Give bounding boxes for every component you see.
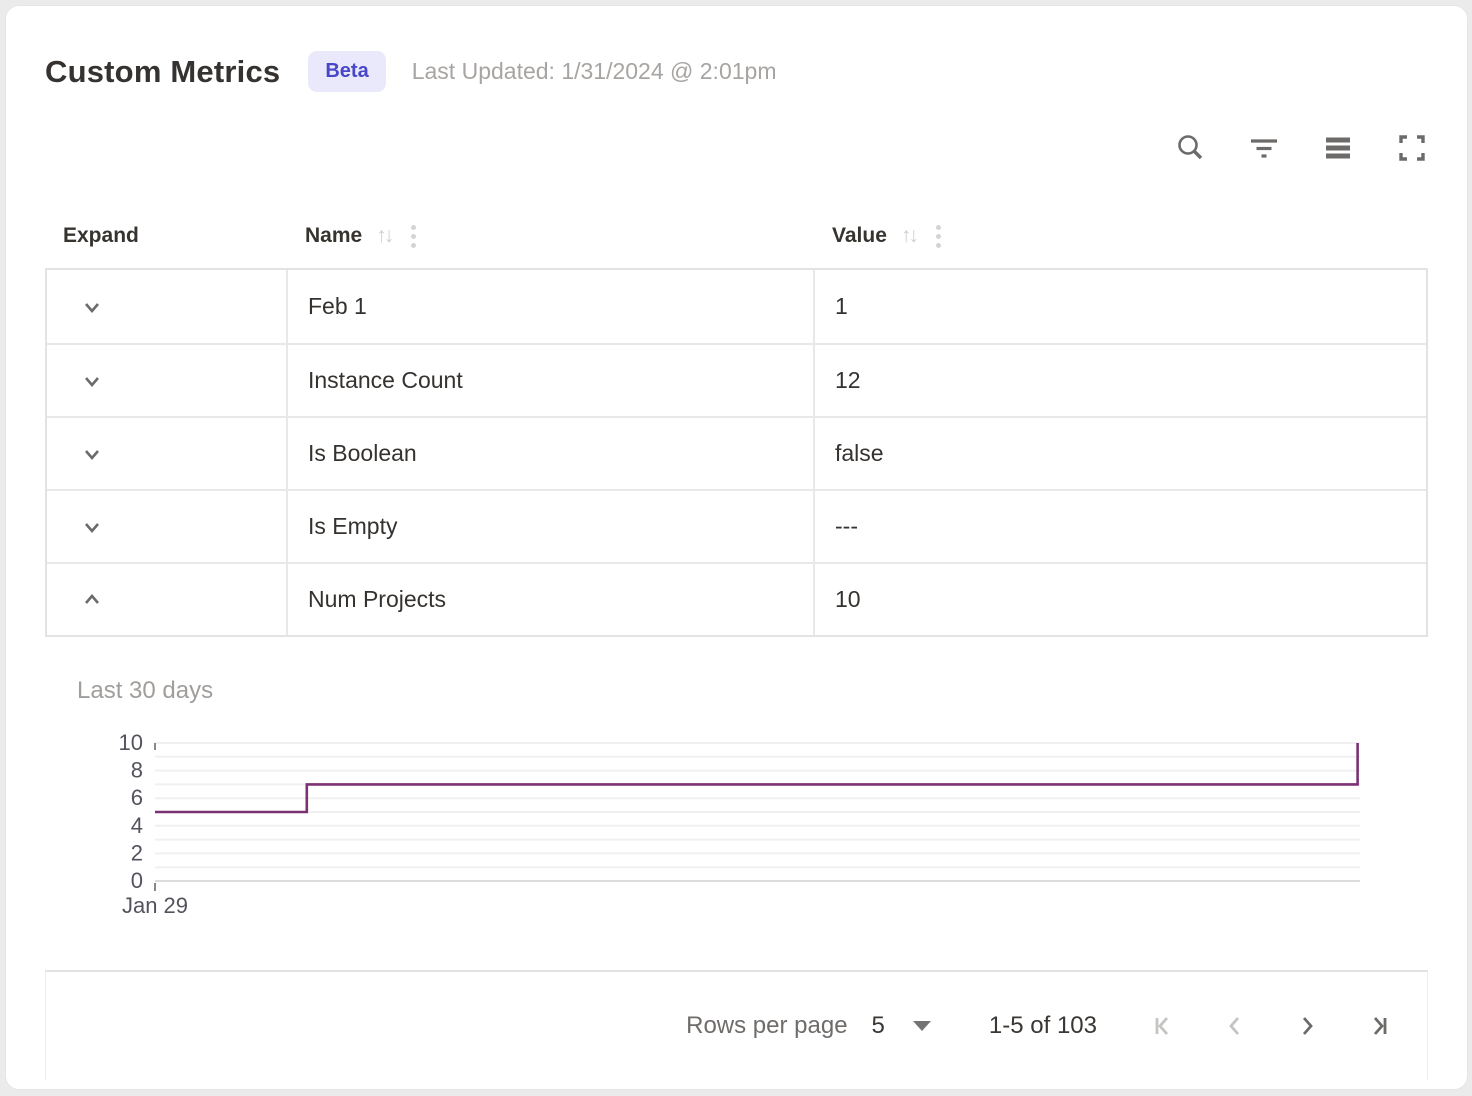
metric-name: Is Empty [286,491,813,562]
collapse-chevron-icon[interactable] [77,585,107,615]
expand-chevron-icon[interactable] [77,292,107,322]
column-menu-icon[interactable] [935,224,941,248]
expand-chevron-icon[interactable] [77,512,107,542]
metric-name: Feb 1 [286,270,813,343]
metric-name: Is Boolean [286,418,813,489]
sort-icon[interactable]: ↑↓ [900,224,919,247]
metric-value: false [813,418,1429,489]
metric-value: 10 [813,564,1429,635]
table-row: Feb 1 1 [47,270,1426,343]
svg-text:6: 6 [131,785,143,810]
svg-text:4: 4 [131,813,143,838]
table-row-expanded: Num Projects 10 [47,562,1426,635]
svg-text:0: 0 [131,868,143,893]
metrics-table: Feb 1 1 Instance Count 12 Is Boolean fal… [45,268,1428,637]
table-footer: Rows per page 5 1-5 of 103 [45,970,1428,1080]
last-page-icon[interactable] [1365,1012,1393,1040]
table-row: Instance Count 12 [47,343,1426,416]
rows-per-page-label: Rows per page [686,1012,848,1039]
metric-value: --- [813,491,1429,562]
num-projects-chart: 0 2 4 6 8 10 Jan 29 [45,730,1428,932]
table-row: Is Boolean false [47,416,1426,489]
next-page-icon[interactable] [1293,1012,1321,1040]
column-header-name[interactable]: Name ↑↓ [284,224,811,248]
rows-per-page-select[interactable]: 5 [871,1012,885,1039]
pagination-controls [1149,1012,1393,1040]
svg-text:8: 8 [131,758,143,783]
sort-icon[interactable]: ↑↓ [376,224,394,247]
metric-name: Instance Count [286,345,813,416]
column-menu-icon[interactable] [411,224,417,248]
fullscreen-icon[interactable] [1396,132,1428,164]
previous-page-icon[interactable] [1221,1012,1249,1040]
grid-toolbar [45,130,1428,166]
chart-title: Last 30 days [77,677,214,704]
header: Custom Metrics Beta Last Updated: 1/31/2… [45,6,1428,92]
pagination-range: 1-5 of 103 [988,1012,1097,1039]
search-icon[interactable] [1174,132,1206,164]
svg-text:Jan 29: Jan 29 [122,893,188,918]
expand-chevron-icon[interactable] [77,366,107,396]
density-icon[interactable] [1322,132,1354,164]
beta-badge: Beta [308,51,386,92]
svg-text:10: 10 [119,731,143,755]
expand-chevron-icon[interactable] [77,439,107,469]
metric-value: 12 [813,345,1429,416]
step-line-chart: 0 24 68 10 Jan 29 [119,730,1360,918]
rows-per-page-caret-icon[interactable] [912,1021,931,1031]
custom-metrics-card: Custom Metrics Beta Last Updated: 1/31/2… [5,5,1468,1090]
metric-value: 1 [813,270,1429,343]
first-page-icon[interactable] [1149,1012,1177,1040]
column-header-value[interactable]: Value ↑↓ [811,224,1427,248]
filter-icon[interactable] [1248,132,1280,164]
table-header-row: Expand Name ↑↓ Value ↑↓ [45,204,1428,268]
page-title: Custom Metrics [45,53,281,89]
column-header-expand: Expand [63,224,139,247]
svg-text:2: 2 [131,840,143,865]
last-updated-text: Last Updated: 1/31/2024 @ 2:01pm [411,58,777,84]
table-row: Is Empty --- [47,489,1426,562]
metric-name: Num Projects [286,564,813,635]
